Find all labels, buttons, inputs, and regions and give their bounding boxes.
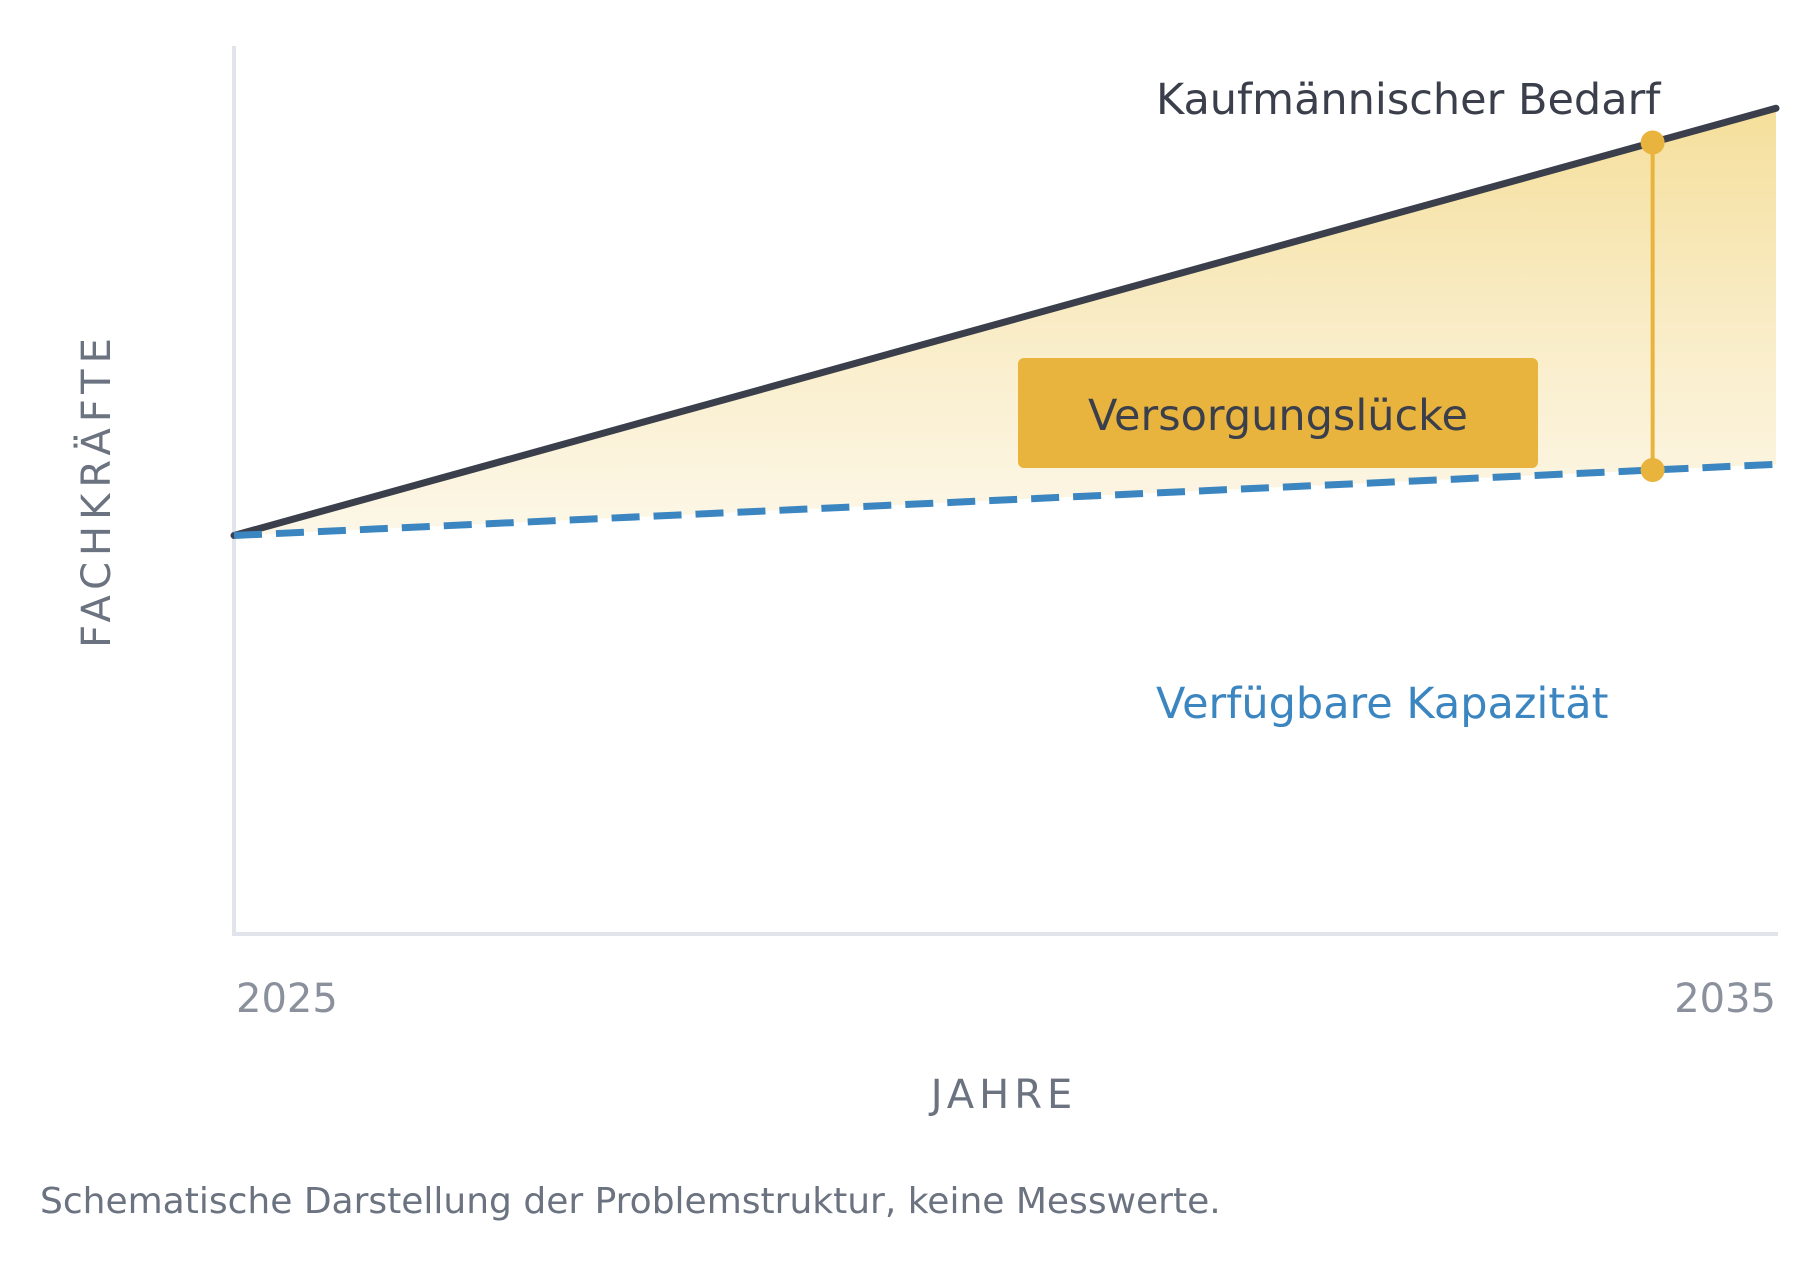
chart-caption: Schematische Darstellung der Problemstru… — [40, 1181, 1221, 1222]
x-tick-end: 2035 — [1674, 976, 1776, 1022]
gap-marker-top-dot — [1640, 130, 1665, 155]
series-line-capacity — [233, 460, 1777, 539]
gap-marker-bottom-dot — [1640, 457, 1665, 482]
y-axis-label: FACHKRÄFTE — [72, 332, 120, 648]
gap-label-box — [1018, 358, 1538, 468]
x-tick-start: 2025 — [236, 976, 338, 1022]
gap-label: Versorgungslücke — [1088, 391, 1468, 441]
series-label-demand: Kaufmännischer Bedarf — [1156, 75, 1661, 125]
x-axis-label: JAHRE — [928, 1072, 1078, 1118]
series-line-demand — [230, 104, 1780, 539]
series-label-capacity: Verfügbare Kapazität — [1156, 679, 1608, 729]
